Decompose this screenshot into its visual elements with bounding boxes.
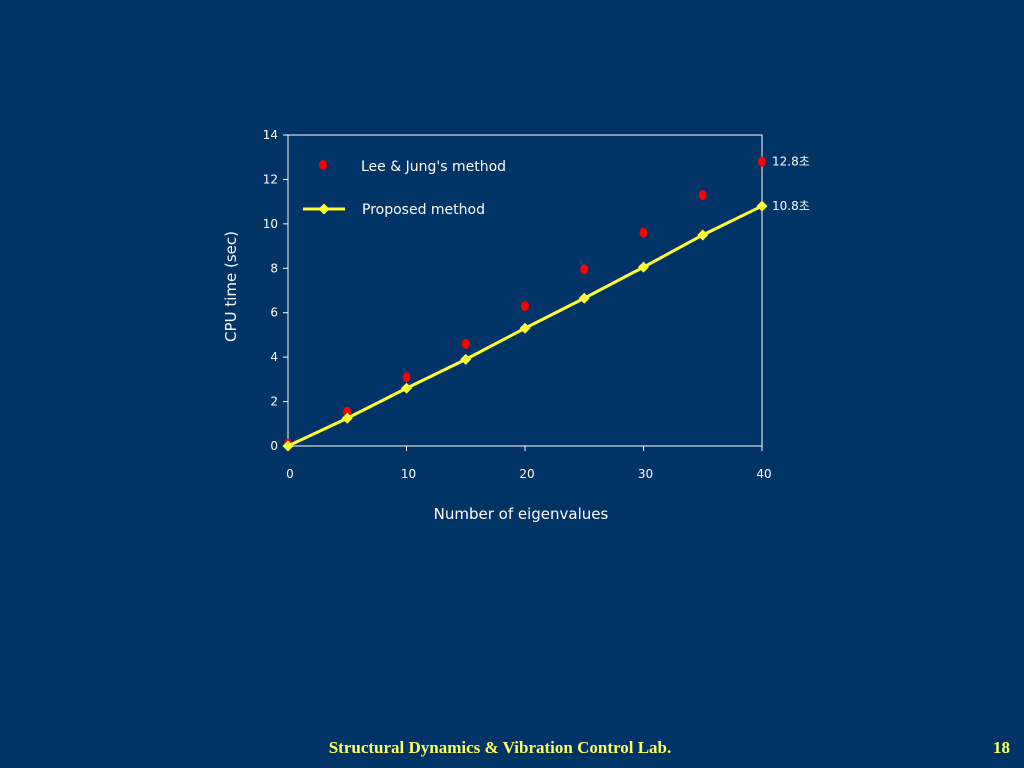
data-point-proposed <box>756 200 768 212</box>
legend-marker-proposed <box>318 203 330 215</box>
data-point-proposed <box>578 292 590 304</box>
data-point-lee-jung <box>758 156 766 167</box>
data-point-proposed <box>460 353 472 365</box>
annotation-lee-jung-final: 12.8초 <box>772 155 810 169</box>
data-point-lee-jung <box>402 372 411 383</box>
y-tick-label: 4 <box>270 350 278 364</box>
annotations: 12.8초 10.8초 <box>772 155 810 213</box>
data-point-lee-jung <box>698 189 707 200</box>
data-point-lee-jung <box>343 406 352 417</box>
data-point-lee-jung <box>580 264 589 275</box>
y-tick-label: 6 <box>270 306 278 320</box>
data-point-lee-jung <box>521 301 529 312</box>
series-marks <box>282 156 768 452</box>
data-point-proposed <box>341 412 353 424</box>
y-tick-label: 12 <box>263 172 278 186</box>
y-tick-label: 8 <box>270 261 278 275</box>
legend-marker-lee-jung <box>319 160 327 170</box>
x-tick-label: 10 <box>401 467 416 481</box>
y-axis-label: CPU time (sec) <box>222 231 240 342</box>
x-tick-label: 20 <box>519 467 534 481</box>
y-tick-label: 14 <box>263 128 278 142</box>
data-point-lee-jung <box>639 227 648 238</box>
data-point-proposed <box>697 229 709 241</box>
legend-label-lee-jung: Lee & Jung's method <box>361 159 506 175</box>
footer-lab-name: Structural Dynamics & Vibration Control … <box>328 738 672 757</box>
x-tick-label: 0 <box>286 467 294 481</box>
x-axis-label: Number of eigenvalues <box>434 505 609 523</box>
legend: Lee & Jung's method Proposed method <box>303 159 506 218</box>
data-point-proposed <box>519 322 531 334</box>
axes: 0 2 4 6 8 10 12 14 0 10 20 30 40 Number of eigenvalue… <box>222 128 772 523</box>
data-point-proposed <box>282 440 294 452</box>
page-number: 18 <box>993 738 1010 757</box>
plot-frame <box>287 134 763 447</box>
y-tick-label: 0 <box>270 439 278 453</box>
data-point-lee-jung <box>461 338 470 349</box>
annotation-proposed-final: 10.8초 <box>772 199 810 213</box>
x-tick-label: 40 <box>756 467 771 481</box>
legend-label-proposed: Proposed method <box>362 202 485 218</box>
data-point-proposed <box>401 382 412 394</box>
data-point-proposed <box>638 261 649 273</box>
y-tick-label: 10 <box>263 217 278 231</box>
x-tick-label: 30 <box>638 467 653 481</box>
y-tick-label: 2 <box>270 395 278 409</box>
